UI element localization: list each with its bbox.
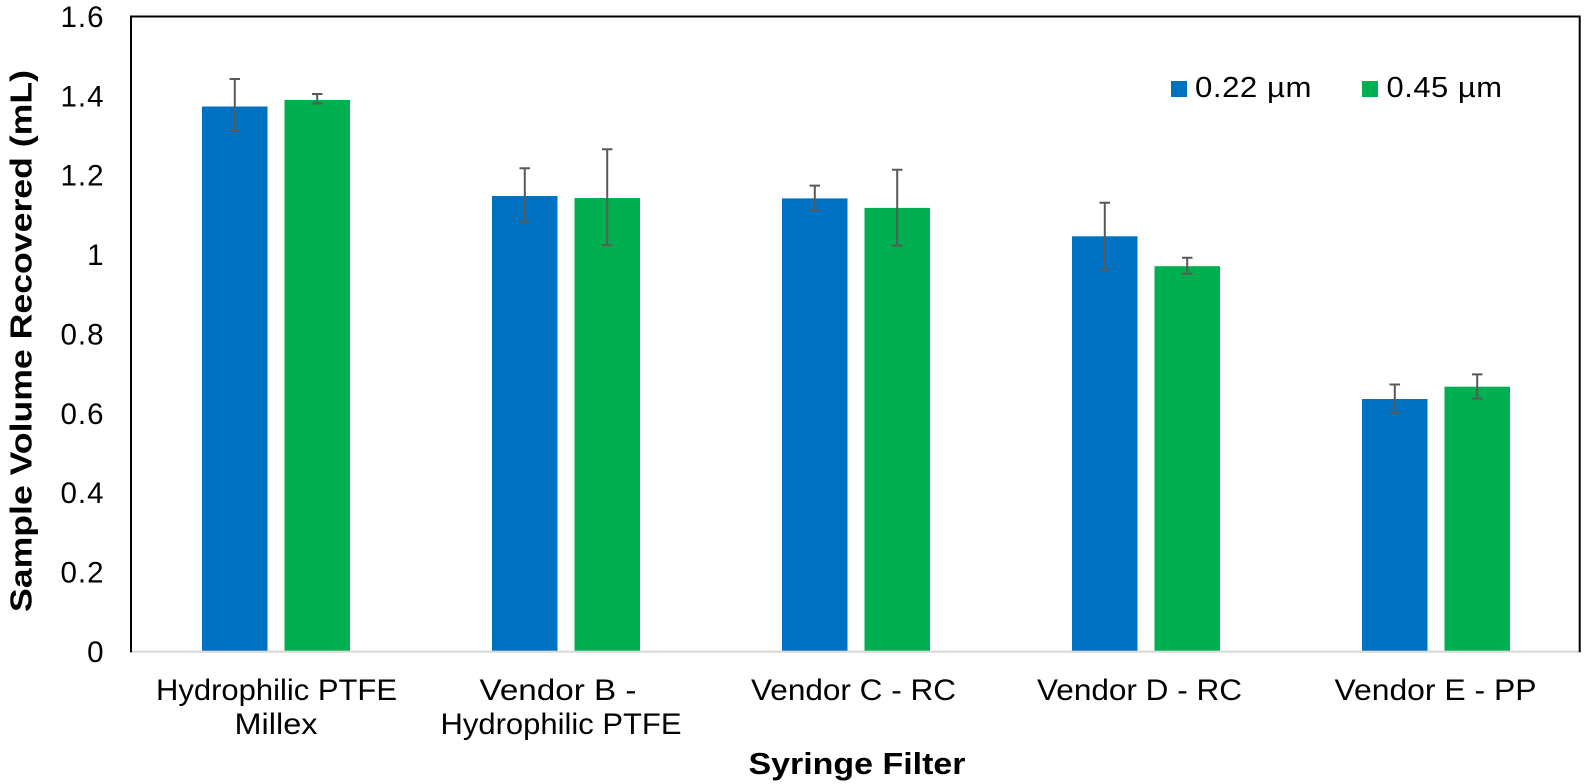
svg-text:0.8: 0.8 bbox=[60, 318, 104, 351]
svg-text:Vendor C - RC: Vendor C - RC bbox=[751, 674, 956, 707]
svg-text:Vendor E - PP: Vendor E - PP bbox=[1335, 674, 1537, 707]
svg-text:Vendor D - RC: Vendor D - RC bbox=[1037, 674, 1242, 707]
svg-text:0.22 µm: 0.22 µm bbox=[1195, 72, 1312, 104]
svg-text:1: 1 bbox=[87, 239, 104, 272]
svg-text:Millex: Millex bbox=[235, 708, 318, 741]
svg-text:0.6: 0.6 bbox=[60, 398, 104, 431]
svg-text:1.4: 1.4 bbox=[60, 80, 104, 113]
svg-text:Vendor B -: Vendor B - bbox=[480, 674, 637, 707]
svg-text:0.4: 0.4 bbox=[60, 477, 104, 510]
svg-text:0.2: 0.2 bbox=[60, 557, 104, 590]
svg-text:Syringe Filter: Syringe Filter bbox=[749, 746, 966, 781]
svg-text:0.45 µm: 0.45 µm bbox=[1387, 72, 1503, 104]
svg-text:Hydrophilic PTFE: Hydrophilic PTFE bbox=[156, 674, 397, 707]
svg-text:1.6: 1.6 bbox=[60, 1, 104, 34]
svg-text:Hydrophilic PTFE: Hydrophilic PTFE bbox=[441, 708, 682, 741]
svg-text:0: 0 bbox=[87, 636, 104, 669]
svg-text:1.2: 1.2 bbox=[60, 160, 104, 193]
svg-text:Sample Volume Recovered (mL): Sample Volume Recovered (mL) bbox=[4, 70, 39, 612]
